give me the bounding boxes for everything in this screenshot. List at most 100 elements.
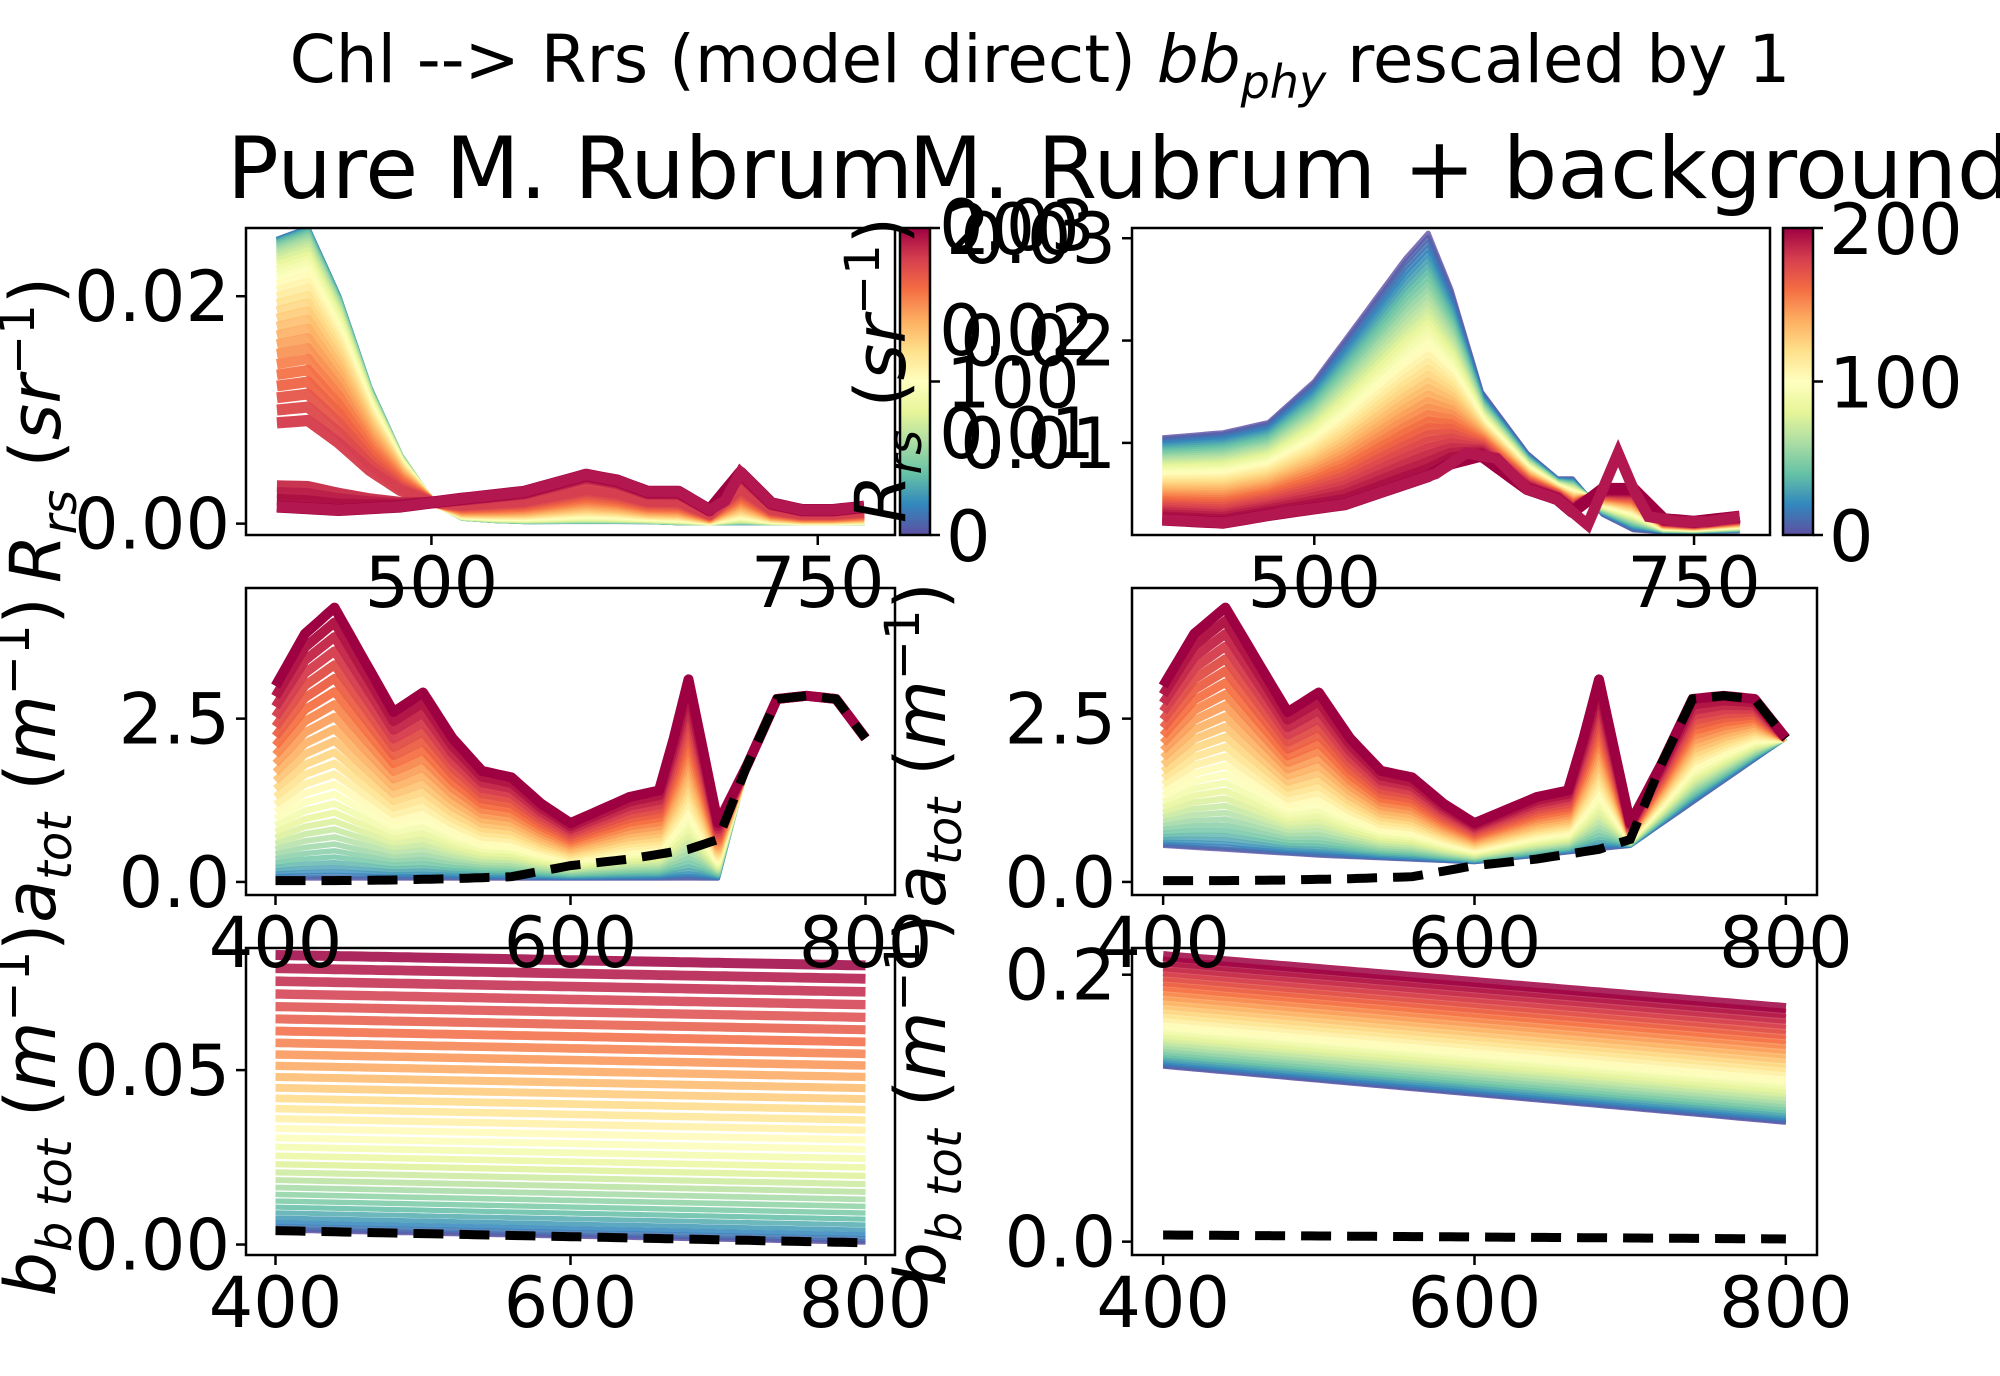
colorbar-tick-label: 0: [1829, 496, 1874, 578]
plot-area: [1158, 602, 1790, 886]
y-tick-label: 0.02: [74, 256, 230, 338]
colorbar-tick-label: 200: [946, 189, 1080, 271]
axes-rrs-background: 0.01 0.02 0.03: [960, 198, 1772, 545]
x-tick-label: 400: [209, 1262, 343, 1344]
plot-area: [1162, 230, 1741, 535]
series-line: [275, 1115, 866, 1134]
panel-title-background: M. Rubrum + background: [909, 119, 2000, 219]
background-dashed-line: [1163, 1230, 1786, 1244]
series-line: [1162, 1054, 1787, 1116]
colorbar-background: 0 100 200: [1781, 189, 1963, 578]
series-line: [275, 950, 866, 971]
series-line: [1162, 951, 1787, 1014]
series-line: [275, 976, 866, 997]
series-line: [1162, 1027, 1787, 1089]
x-tick-label: 400: [209, 902, 343, 984]
series-line: [275, 1204, 866, 1222]
series-line: [275, 1026, 866, 1047]
series-line: [275, 1191, 866, 1210]
axes-btot-background: 0.0 0.2: [1005, 935, 1819, 1284]
series-line: [275, 1072, 866, 1093]
series-line: [275, 1061, 866, 1082]
x-tick-label: 600: [1408, 1262, 1542, 1344]
x-tick-label: 500: [1247, 542, 1381, 624]
series-line: [1162, 956, 1787, 1019]
series-line: [275, 1050, 866, 1070]
series-line: [1162, 1051, 1787, 1113]
colorbar-tick-label: 100: [946, 343, 1080, 425]
x-tick-label: 750: [1627, 542, 1761, 624]
y-axis-label-bbtot-pure: bb tot (m−1): [0, 923, 83, 1296]
series-line-max: [1162, 439, 1741, 534]
y-tick-label: 0.0: [1005, 842, 1116, 924]
series-line: [275, 1177, 866, 1195]
axes-atot-background: 0.0 2.5: [1005, 586, 1819, 924]
series-line: [1162, 992, 1787, 1054]
series-line: [1162, 987, 1787, 1050]
background-dashed-line: [1163, 691, 1790, 886]
y-tick-label: 0.01: [960, 403, 1116, 485]
x-tick-label: 800: [1719, 1262, 1853, 1344]
plot-area: [275, 228, 865, 526]
y-axis-label-atot-background: atot (m−1): [875, 582, 973, 908]
series-line: [275, 1215, 866, 1233]
series-line: [275, 1104, 866, 1124]
series-line: [1162, 1042, 1787, 1104]
series-line: [1162, 1010, 1787, 1073]
series-line: [275, 1169, 866, 1188]
y-axis-label-rrs-pure: Rrs (sr−1): [0, 277, 88, 583]
y-tick-label: 2.5: [1005, 679, 1116, 761]
y-tick-label: 0.03: [960, 198, 1116, 280]
series-line: [1162, 1006, 1787, 1068]
colorbar-tick-label: 200: [1829, 189, 1963, 271]
series-line: [275, 1014, 866, 1035]
y-tick-label: 0.02: [960, 301, 1116, 383]
series-line: [275, 1094, 866, 1114]
plot-area: [271, 602, 870, 886]
series-line: [1162, 1045, 1787, 1107]
x-tick-label: 600: [1408, 902, 1542, 984]
series-line: [275, 1143, 866, 1162]
plot-area: [275, 950, 866, 1248]
colorbar-tick-label: 0: [946, 496, 991, 578]
series-line: [1162, 1023, 1787, 1085]
x-tick-label: 750: [751, 542, 885, 624]
series-line: [1162, 1035, 1787, 1097]
series-line: [275, 1124, 866, 1144]
series-line: [275, 1198, 866, 1216]
figure-suptitle: Chl --> Rrs (model direct) bbphy rescale…: [290, 21, 1791, 109]
panel-title-pure: Pure M. Rubrum: [227, 119, 913, 219]
series-line: [1162, 1031, 1787, 1093]
plot-area: [1162, 951, 1787, 1244]
axes-frame: [1130, 226, 1772, 537]
series-line: [275, 1210, 866, 1228]
series-line: [1162, 1038, 1787, 1101]
y-tick-label: 0.03: [939, 185, 1095, 267]
series-line: [275, 1001, 866, 1023]
series-line: [275, 1161, 866, 1180]
y-tick-label: 0.0: [1005, 1202, 1116, 1284]
x-tick-label: 400: [1096, 902, 1230, 984]
series-line: [1162, 961, 1787, 1024]
series-line: [1162, 1001, 1787, 1064]
series-line: [275, 963, 866, 984]
x-tick-label: 800: [1719, 902, 1853, 984]
series-line: [275, 1038, 866, 1059]
x-tick-label: 500: [365, 542, 499, 624]
x-tick-label: 800: [799, 902, 933, 984]
series-line: [275, 1083, 866, 1104]
series-line: [275, 989, 866, 1010]
series-line: [1162, 996, 1787, 1059]
y-tick-label: 0.0: [119, 842, 230, 924]
x-tick-label: 400: [1096, 1262, 1230, 1344]
series-line: [1162, 977, 1787, 1040]
y-tick-label: 0.02: [939, 290, 1095, 372]
y-axis-label-rrs-background: Rrs (sr−1): [835, 217, 933, 523]
x-tick-label: 600: [504, 1262, 638, 1344]
y-axis-label-atot-pure: atot (m−1): [0, 597, 83, 923]
series-line: [1162, 982, 1787, 1045]
rrs-twin-axis-labels: 0.03 0.02 0.01: [939, 185, 1095, 475]
series-line: [275, 1134, 866, 1153]
x-tick-label: 800: [799, 1262, 933, 1344]
